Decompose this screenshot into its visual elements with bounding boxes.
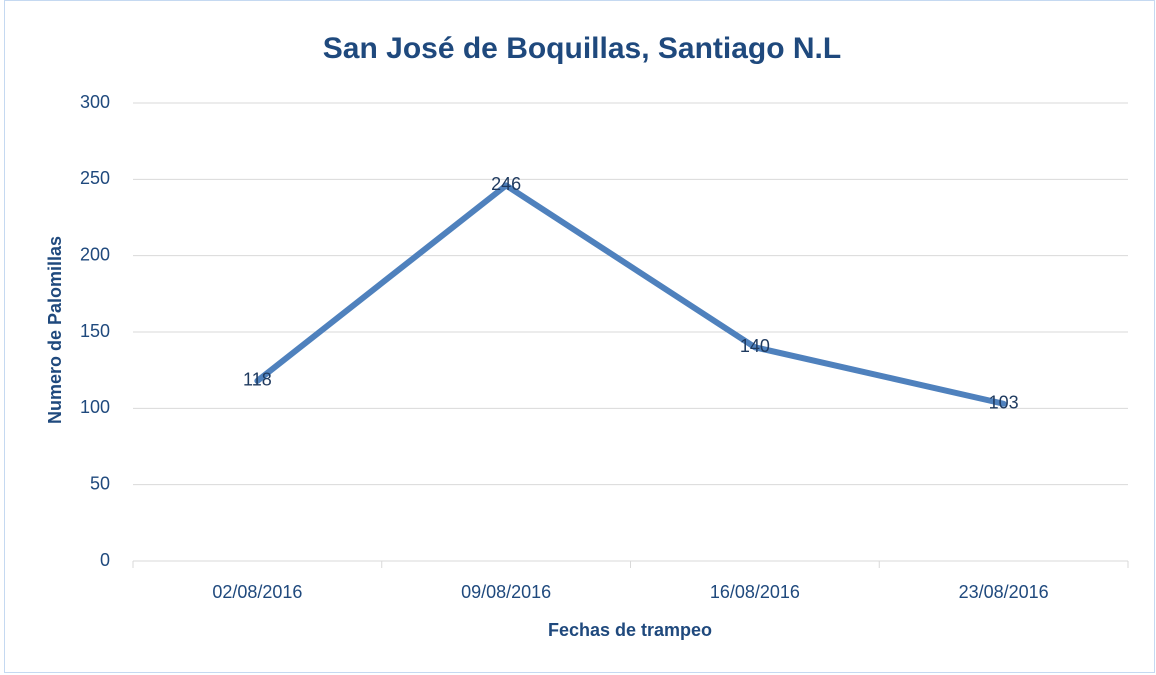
y-tick-label: 150 bbox=[80, 321, 110, 341]
y-tick-label: 0 bbox=[100, 550, 110, 570]
data-label: 140 bbox=[740, 336, 770, 356]
y-tick-label: 50 bbox=[90, 473, 110, 493]
y-axis-label: Numero de Palomillas bbox=[45, 236, 65, 424]
x-tick-label: 23/08/2016 bbox=[959, 582, 1049, 602]
data-label: 118 bbox=[243, 370, 272, 390]
y-tick-label: 250 bbox=[80, 168, 110, 188]
data-label: 246 bbox=[491, 174, 521, 194]
y-tick-label: 300 bbox=[80, 92, 110, 112]
x-tick-label: 02/08/2016 bbox=[212, 582, 302, 602]
chart-frame bbox=[4, 0, 1155, 673]
x-tick-label: 16/08/2016 bbox=[710, 582, 800, 602]
data-line bbox=[254, 182, 1007, 407]
x-tick-label: 09/08/2016 bbox=[461, 582, 551, 602]
x-axis-label: Fechas de trampeo bbox=[548, 620, 712, 640]
chart-title: San José de Boquillas, Santiago N.L bbox=[323, 32, 841, 65]
data-label: 103 bbox=[989, 393, 1019, 413]
y-tick-label: 200 bbox=[80, 244, 110, 264]
y-tick-label: 100 bbox=[80, 397, 110, 417]
